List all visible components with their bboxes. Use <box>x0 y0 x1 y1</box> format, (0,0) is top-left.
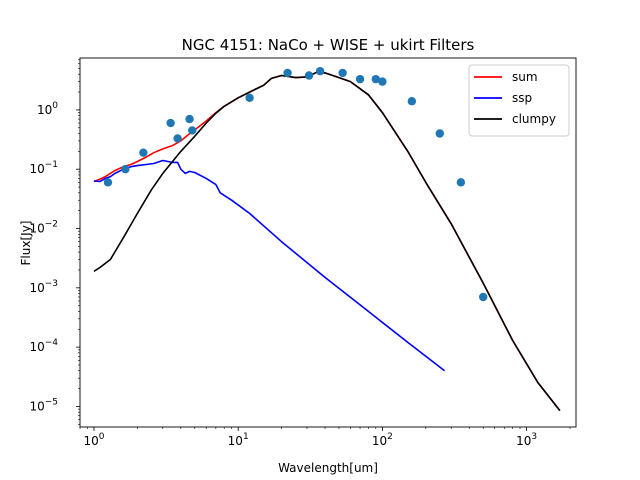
scatter-point <box>315 66 325 76</box>
x-tick-label: 100 <box>83 432 104 448</box>
scatter-point <box>245 93 254 102</box>
scatter-point <box>479 292 488 302</box>
chart-title: NGC 4151: NaCo + WISE + ukirt Filters <box>182 36 475 54</box>
x-tick-label: 103 <box>516 432 537 448</box>
scatter-point <box>103 178 113 187</box>
scatter-point <box>304 71 314 80</box>
scatter-point <box>435 129 444 138</box>
y-axis-label: Flux[Jy] <box>19 221 33 266</box>
scatter-point <box>185 114 194 124</box>
scatter-point <box>338 68 347 78</box>
legend-label-clumpy: clumpy <box>512 112 556 126</box>
scatter-point <box>407 97 417 106</box>
scatter-point <box>355 74 365 84</box>
legend-label-ssp: ssp <box>512 91 532 105</box>
series-layer <box>93 66 561 412</box>
scatter-point <box>283 68 292 78</box>
plot-frame <box>79 57 577 428</box>
scatter-point <box>371 74 381 84</box>
y-tick-label: 10−4 <box>29 338 58 354</box>
scatter-point <box>188 126 197 135</box>
y-tick-label: 100 <box>37 101 58 117</box>
legend-label-sum: sum <box>512 70 538 84</box>
series-line-clumpy <box>93 71 561 412</box>
x-tick-label: 102 <box>372 432 393 448</box>
scatter-point <box>173 134 182 143</box>
axes-layer: 100 101 102 103 10−5 10−4 10−3 10−2 10−1 100 <box>29 57 577 448</box>
scatter-point <box>139 148 148 157</box>
legend: sum ssp clumpy <box>468 64 570 137</box>
series-line-ssp <box>93 159 446 372</box>
scatter-point <box>378 77 387 86</box>
scatter-point <box>121 165 130 174</box>
y-tick-label: 10−3 <box>29 279 58 295</box>
y-tick-label: 10−1 <box>29 160 58 176</box>
y-tick-label: 10−2 <box>29 220 58 236</box>
scatter-point <box>166 118 175 128</box>
x-tick-label: 101 <box>228 432 249 448</box>
x-axis-label: Wavelength[um] <box>278 461 378 475</box>
scatter-point <box>456 178 466 187</box>
y-tick-label: 10−5 <box>29 397 58 413</box>
